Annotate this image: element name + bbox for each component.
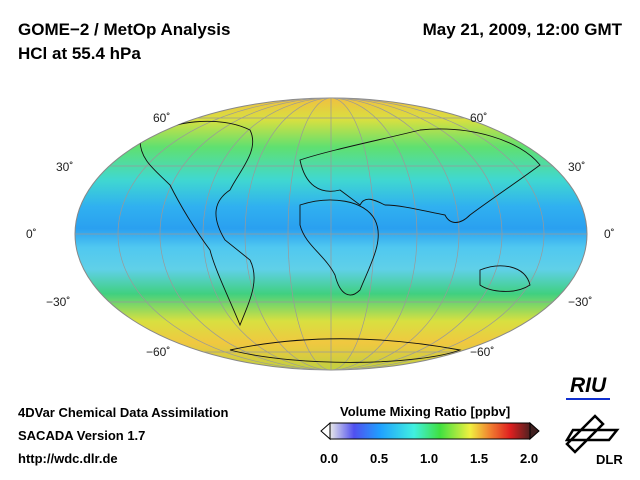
colorbar-tick: 0.5 [370,451,389,466]
lat-label-30n-right: 30˚ [568,160,586,174]
map-subtitle: HCl at 55.4 hPa [18,44,141,63]
map-title: GOME−2 / MetOp Analysis [18,20,231,39]
dlr-logo-text: DLR [596,452,623,467]
lat-label-60n: 60˚ [153,111,171,125]
dlr-logo-icon [565,414,620,454]
footer-line2: SACADA Version 1.7 [18,428,146,443]
footer-line1: 4DVar Chemical Data Assimilation [18,405,229,420]
colorbar-tick: 0.0 [320,451,339,466]
colorbar-min-arrow [320,422,331,441]
colorbar [320,422,540,441]
colorbar-max-arrow [529,422,540,441]
lat-label-60n-right: 60˚ [470,111,488,125]
lat-label-60s-right: −60˚ [470,345,495,359]
colorbar-scale [329,422,531,440]
lat-label-eq: 0˚ [26,227,37,241]
lat-label-60s: −60˚ [146,345,171,359]
map-date: May 21, 2009, 12:00 GMT [422,20,622,39]
colorbar-tick: 1.5 [470,451,489,466]
riu-logo: RIU [566,374,611,400]
lat-label-30n: 30˚ [56,160,74,174]
colorbar-tick: 2.0 [520,451,539,466]
colorbar-tick: 1.0 [420,451,439,466]
lat-label-eq-right: 0˚ [604,227,615,241]
colorbar-title: Volume Mixing Ratio [ppbv] [340,404,511,419]
lat-label-30s-right: −30˚ [568,295,593,309]
coastlines [139,120,541,363]
footer-link[interactable]: http://wdc.dlr.de [18,451,118,466]
lat-label-30s: −30˚ [46,295,71,309]
